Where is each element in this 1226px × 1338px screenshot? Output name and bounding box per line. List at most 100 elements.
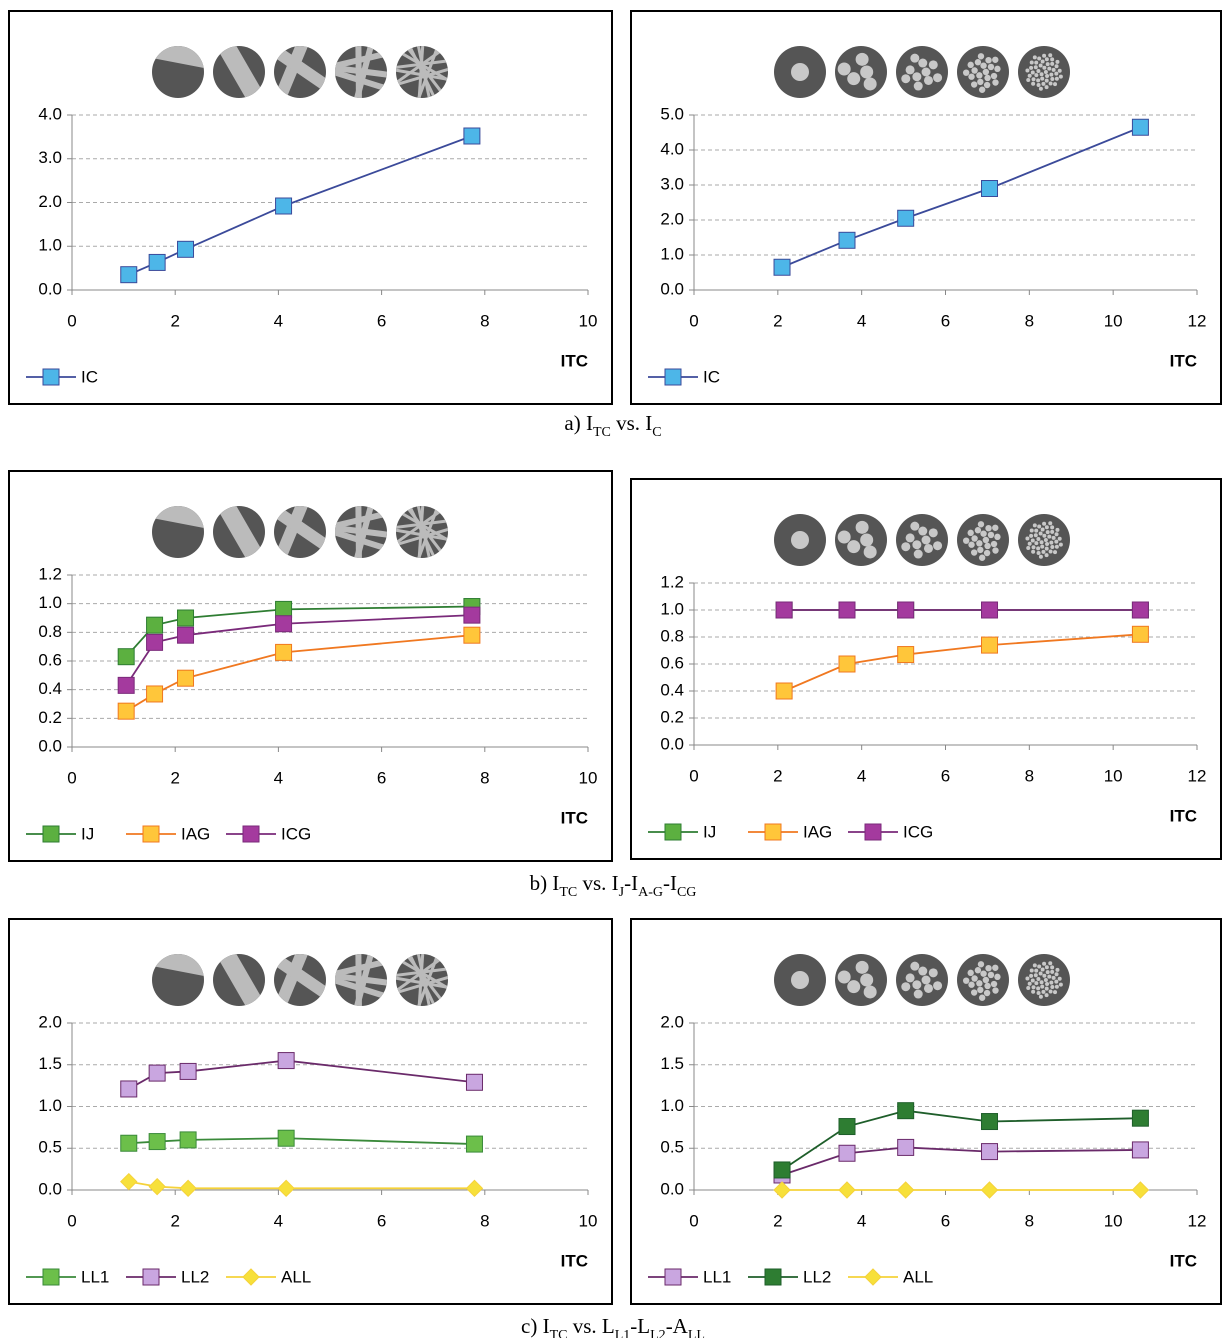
y-tick-label: 2.0 bbox=[38, 1012, 62, 1031]
icon-particle bbox=[1055, 985, 1059, 989]
x-tick-label: 10 bbox=[1104, 1211, 1123, 1230]
marker bbox=[276, 644, 292, 660]
icon-particle bbox=[860, 974, 873, 987]
icon bbox=[264, 21, 332, 101]
caption-text: -L bbox=[630, 1314, 650, 1338]
y-tick-label: 0.2 bbox=[660, 707, 684, 726]
icon-particle bbox=[1049, 541, 1053, 545]
legend-label: IC bbox=[703, 367, 720, 386]
x-tick-label: 6 bbox=[377, 768, 386, 787]
y-tick-label: 0.2 bbox=[38, 708, 62, 727]
icon-particle bbox=[975, 527, 981, 533]
y-tick-label: 1.5 bbox=[38, 1054, 62, 1073]
icon-particle bbox=[1031, 990, 1035, 994]
y-tick-label: 2.0 bbox=[660, 209, 684, 228]
marker bbox=[121, 1174, 137, 1190]
marker bbox=[898, 647, 914, 663]
icon-particle bbox=[980, 970, 986, 976]
legend-label: LL2 bbox=[181, 1267, 209, 1286]
icon-particle bbox=[1034, 73, 1038, 77]
y-tick-label: 0.8 bbox=[38, 622, 62, 641]
icon-particle bbox=[971, 549, 977, 555]
series-line bbox=[782, 1147, 1140, 1175]
icon-particle bbox=[1034, 529, 1038, 533]
icon-particle bbox=[1042, 54, 1046, 58]
icon-particle bbox=[1034, 981, 1038, 985]
y-tick-label: 1.5 bbox=[660, 1054, 684, 1073]
icon bbox=[213, 483, 265, 558]
legend-marker bbox=[243, 1269, 259, 1285]
marker bbox=[149, 1134, 165, 1150]
icon-particle bbox=[1042, 974, 1046, 978]
legend-marker bbox=[43, 1269, 59, 1285]
y-tick-label: 2.0 bbox=[38, 192, 62, 211]
caption-text: c) I bbox=[521, 1314, 550, 1338]
y-tick-label: 0.6 bbox=[38, 650, 62, 669]
icon-particle bbox=[1044, 978, 1048, 982]
icon-particle bbox=[968, 542, 974, 548]
icon-particle bbox=[914, 82, 923, 91]
icon-particle bbox=[910, 54, 919, 63]
y-tick-label: 0.4 bbox=[660, 680, 684, 699]
icon-particle bbox=[922, 68, 931, 77]
icon-particle bbox=[985, 965, 991, 971]
icon-particle bbox=[791, 971, 809, 989]
icon-particle bbox=[1034, 541, 1038, 545]
icon-particle bbox=[860, 66, 873, 79]
marker bbox=[898, 602, 914, 618]
icon bbox=[835, 514, 887, 566]
icon-particle bbox=[1052, 536, 1056, 540]
icon-particle bbox=[1026, 546, 1030, 550]
marker bbox=[464, 128, 480, 144]
chart-panel: 0.01.02.03.04.05.0024681012ITCIC bbox=[630, 10, 1222, 405]
y-tick-label: 0.0 bbox=[660, 1179, 684, 1198]
icon-particle bbox=[1048, 961, 1052, 965]
x-tick-label: 4 bbox=[274, 768, 283, 787]
x-tick-label: 8 bbox=[480, 1211, 489, 1230]
chart-panel: 0.01.02.03.04.00246810ITCIC bbox=[8, 10, 613, 405]
icon-particle bbox=[1025, 976, 1029, 980]
icon-particle bbox=[1050, 77, 1054, 81]
y-tick-label: 3.0 bbox=[38, 148, 62, 167]
icon-particle bbox=[963, 977, 969, 983]
marker bbox=[147, 686, 163, 702]
icon-particle bbox=[1028, 542, 1032, 546]
icon-particle bbox=[838, 971, 851, 984]
series-line bbox=[784, 634, 1140, 691]
icon-particle bbox=[1032, 985, 1036, 989]
caption-subscript: L1 bbox=[615, 1328, 631, 1338]
icon-particle bbox=[1040, 980, 1044, 984]
marker bbox=[149, 254, 165, 270]
icon-particle bbox=[1045, 525, 1049, 529]
icon-particle bbox=[1026, 986, 1030, 990]
legend-label: ICG bbox=[281, 824, 311, 843]
y-tick-label: 4.0 bbox=[38, 104, 62, 123]
marker bbox=[276, 198, 292, 214]
icon-particle bbox=[910, 962, 919, 971]
x-axis-label: ITC bbox=[1170, 351, 1197, 370]
icon-particle bbox=[1055, 968, 1059, 972]
x-tick-label: 4 bbox=[857, 1211, 866, 1230]
x-tick-label: 8 bbox=[480, 311, 489, 330]
icon-particle bbox=[976, 72, 982, 78]
icon-particle bbox=[1045, 982, 1049, 986]
x-tick-label: 10 bbox=[579, 311, 598, 330]
caption-subscript: TC bbox=[550, 1328, 568, 1338]
caption-text: b) I bbox=[530, 871, 560, 895]
icon-particle bbox=[860, 534, 873, 547]
legend-marker bbox=[665, 369, 681, 385]
icon-particle bbox=[847, 72, 860, 85]
y-tick-label: 1.0 bbox=[38, 593, 62, 612]
marker bbox=[118, 677, 134, 693]
y-tick-label: 1.2 bbox=[660, 572, 684, 591]
icon-particle bbox=[1031, 550, 1035, 554]
icon-particle bbox=[1049, 82, 1053, 86]
icon-particle bbox=[1045, 74, 1049, 78]
x-axis-label: ITC bbox=[561, 808, 588, 827]
icon-particle bbox=[1040, 77, 1044, 81]
icon-particle bbox=[1042, 66, 1046, 70]
icon-particle bbox=[1042, 962, 1046, 966]
marker bbox=[982, 1144, 998, 1160]
x-tick-label: 10 bbox=[579, 1211, 598, 1230]
x-axis-label: ITC bbox=[1170, 1251, 1197, 1270]
